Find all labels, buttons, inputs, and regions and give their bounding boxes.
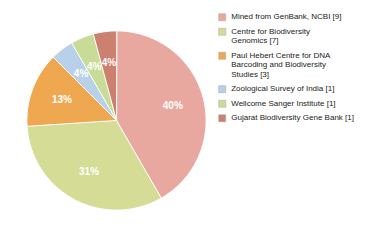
svg-text:Mined from GenBank, NCBI [9]: Mined from GenBank, NCBI [9] bbox=[231, 12, 341, 21]
svg-text:Zoological Survey of India [1]: Zoological Survey of India [1] bbox=[231, 84, 334, 93]
svg-text:4%: 4% bbox=[73, 68, 89, 80]
svg-text:Gujarat Biodiversity Gene Bank: Gujarat Biodiversity Gene Bank [1] bbox=[231, 113, 354, 122]
svg-text:Paul Hebert Centre for DNABarc: Paul Hebert Centre for DNABarcoding and … bbox=[231, 51, 331, 79]
svg-text:31%: 31% bbox=[79, 166, 99, 177]
svg-text:40%: 40% bbox=[163, 100, 183, 111]
svg-text:13%: 13% bbox=[52, 94, 72, 105]
svg-text:4%: 4% bbox=[102, 57, 117, 68]
svg-text:Wellcome Sanger Institute [1]: Wellcome Sanger Institute [1] bbox=[231, 99, 335, 108]
svg-text:Centre for BiodiversityGenomic: Centre for BiodiversityGenomics [7] bbox=[231, 27, 310, 46]
svg-text:4%: 4% bbox=[87, 61, 102, 72]
